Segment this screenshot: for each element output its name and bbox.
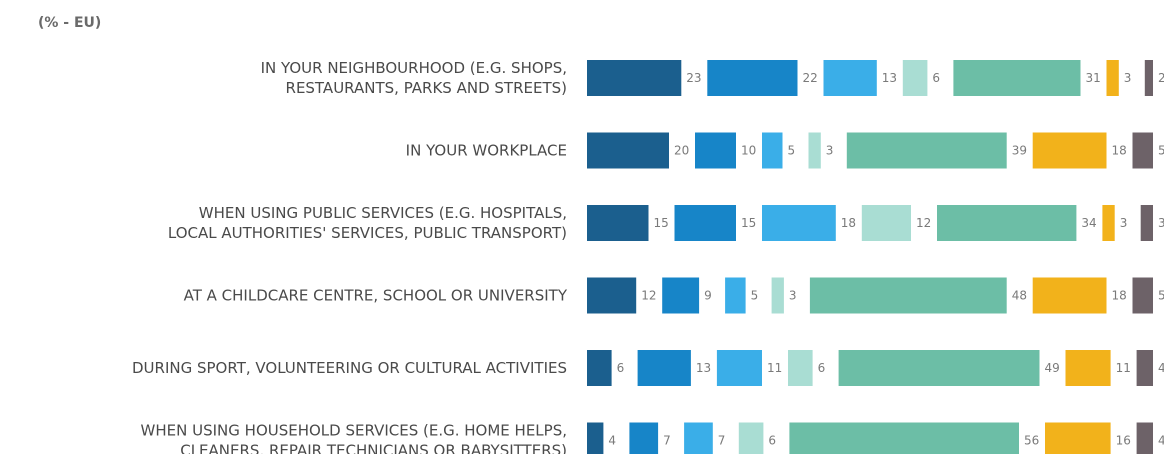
value-label: 3 xyxy=(1158,216,1164,230)
bar-segment xyxy=(1106,60,1119,96)
value-label: 16 xyxy=(1116,434,1131,448)
value-label: 4 xyxy=(1158,434,1164,448)
value-label: 18 xyxy=(841,216,856,230)
value-label: 56 xyxy=(1024,434,1039,448)
value-label: 6 xyxy=(617,361,625,375)
value-label: 3 xyxy=(826,144,834,158)
bar-segment xyxy=(823,60,877,96)
value-label: 5 xyxy=(788,144,796,158)
value-label: 7 xyxy=(663,434,671,448)
bar-segment xyxy=(587,277,637,314)
bar-segment xyxy=(738,422,764,454)
value-label: 12 xyxy=(916,216,931,230)
category-label: AT A CHILDCARE CENTRE, SCHOOL OR UNIVERS… xyxy=(184,287,568,305)
bar-segment xyxy=(695,132,736,169)
unit-label: (% - EU) xyxy=(38,15,101,31)
category-label: WHEN USING HOUSEHOLD SERVICES (E.G. HOME… xyxy=(141,422,567,454)
value-label: 3 xyxy=(1124,71,1132,85)
bar-segment xyxy=(587,422,604,454)
bar-segment xyxy=(707,60,798,96)
bar-segment xyxy=(716,350,762,386)
bar-segment xyxy=(725,277,746,314)
bar-segment xyxy=(809,277,1007,314)
bar-segment xyxy=(1136,350,1153,386)
bar-segment xyxy=(587,205,649,241)
bar-segment xyxy=(937,205,1077,241)
value-label: 15 xyxy=(654,216,669,230)
value-label: 18 xyxy=(1112,144,1127,158)
bar-segment xyxy=(861,205,911,241)
bar-segment xyxy=(674,205,736,241)
value-label: 31 xyxy=(1086,71,1101,85)
value-label: 48 xyxy=(1012,289,1027,303)
bar-segment xyxy=(1032,277,1107,314)
category-label: IN YOUR NEIGHBOURHOOD (E.G. SHOPS, RESTAU… xyxy=(261,59,567,97)
bar-segment xyxy=(629,422,659,454)
bar-segment xyxy=(1032,132,1107,169)
bar-segment xyxy=(1132,132,1153,169)
bar-segment xyxy=(684,422,713,454)
bar-segment xyxy=(637,350,691,386)
value-label: 6 xyxy=(818,361,826,375)
bar-segment xyxy=(1065,350,1111,386)
value-label: 3 xyxy=(1120,216,1128,230)
value-label: 49 xyxy=(1045,361,1060,375)
value-label: 2 xyxy=(1158,71,1164,85)
bar-segment xyxy=(662,277,700,314)
value-label: 39 xyxy=(1012,144,1027,158)
category-label: IN YOUR WORKPLACE xyxy=(406,142,567,160)
bar-segment xyxy=(762,132,783,169)
chart-rows: IN YOUR NEIGHBOURHOOD (E.G. SHOPS, RESTAU… xyxy=(132,59,1164,454)
value-label: 4 xyxy=(608,434,616,448)
value-label: 13 xyxy=(882,71,897,85)
value-label: 22 xyxy=(803,71,818,85)
value-label: 15 xyxy=(741,216,756,230)
value-label: 11 xyxy=(1116,361,1131,375)
value-label: 5 xyxy=(751,289,759,303)
value-label: 4 xyxy=(1158,361,1164,375)
value-label: 3 xyxy=(789,289,797,303)
bar-segment xyxy=(1045,422,1111,454)
value-label: 18 xyxy=(1112,289,1127,303)
value-label: 12 xyxy=(641,289,656,303)
category-label: WHEN USING PUBLIC SERVICES (E.G. HOSPITA… xyxy=(168,204,567,242)
value-label: 13 xyxy=(696,361,711,375)
value-label: 11 xyxy=(767,361,782,375)
value-label: 5 xyxy=(1158,289,1164,303)
bar-segment xyxy=(1132,277,1153,314)
bar-segment xyxy=(587,350,612,386)
bar-segment xyxy=(1102,205,1115,241)
bar-segment xyxy=(1136,422,1153,454)
bar-segment xyxy=(953,60,1081,96)
bar-segment xyxy=(808,132,821,169)
value-label: 6 xyxy=(768,434,776,448)
bar-segment xyxy=(902,60,928,96)
bar-segment xyxy=(789,422,1019,454)
value-label: 10 xyxy=(741,144,756,158)
bar-segment xyxy=(1144,60,1153,96)
value-label: 23 xyxy=(686,71,701,85)
bar-segment xyxy=(771,277,784,314)
bar-segment xyxy=(587,132,669,169)
value-label: 5 xyxy=(1158,144,1164,158)
bar-segment xyxy=(838,350,1040,386)
value-label: 34 xyxy=(1081,216,1096,230)
bar-segment xyxy=(788,350,813,386)
bar-segment xyxy=(846,132,1007,169)
value-label: 6 xyxy=(932,71,940,85)
value-label: 20 xyxy=(674,144,689,158)
bar-segment xyxy=(1140,205,1153,241)
bar-segment xyxy=(587,60,682,96)
category-label: DURING SPORT, VOLUNTEERING OR CULTURAL A… xyxy=(132,359,567,377)
bar-segment xyxy=(762,205,836,241)
value-label: 9 xyxy=(704,289,712,303)
value-label: 7 xyxy=(718,434,726,448)
